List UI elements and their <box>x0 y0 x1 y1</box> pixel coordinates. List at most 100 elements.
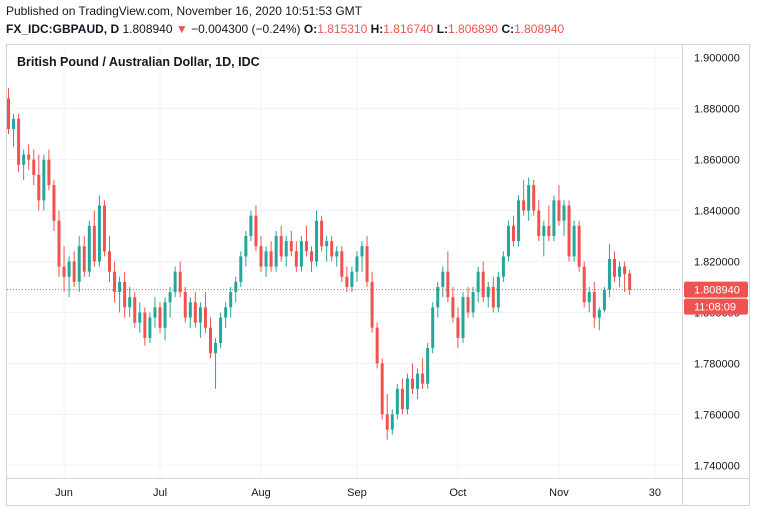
candle-body <box>264 251 268 267</box>
candle-body <box>421 373 425 384</box>
candle-body <box>461 297 465 338</box>
y-tick-label: 1.840000 <box>694 206 740 218</box>
candle <box>143 307 147 346</box>
candle-body <box>168 292 172 303</box>
y-tick-label: 1.820000 <box>694 257 740 269</box>
candle-body <box>143 312 147 338</box>
time-axis[interactable]: Jun Jul Aug Sep Oct Nov 30 <box>55 487 661 499</box>
candle-body <box>299 241 303 267</box>
candle-body <box>153 307 157 318</box>
candle <box>168 286 172 318</box>
candle-body <box>229 292 233 308</box>
candles <box>7 88 632 440</box>
candle <box>133 292 137 328</box>
candle-body <box>592 292 596 318</box>
candle <box>269 241 273 272</box>
candle-body <box>471 292 475 313</box>
candle <box>552 195 556 242</box>
candle <box>315 210 319 267</box>
candle-body <box>350 271 354 287</box>
x-tick-label: Jun <box>55 487 73 499</box>
candle-body <box>279 236 283 257</box>
candle <box>153 297 157 328</box>
low-label: L: <box>436 22 449 36</box>
candle <box>421 358 425 389</box>
countdown-badge-bg <box>684 298 748 315</box>
candle <box>385 393 389 440</box>
candle <box>340 246 344 282</box>
candle <box>592 281 596 328</box>
chart-frame[interactable] <box>6 44 750 506</box>
candle <box>400 378 404 415</box>
candle <box>426 343 430 389</box>
candle-body <box>52 185 56 221</box>
candle-body <box>12 118 16 130</box>
candle-body <box>259 246 263 267</box>
candle <box>557 185 561 226</box>
candle-body <box>375 327 379 364</box>
candle-body <box>370 281 374 328</box>
chart-legend: British Pound / Australian Dollar, 1D, I… <box>15 54 262 70</box>
candle <box>501 251 505 282</box>
candle <box>587 286 591 313</box>
candle <box>436 281 440 318</box>
candle-body <box>390 414 394 430</box>
candle <box>325 236 329 262</box>
candle <box>532 179 536 216</box>
candle-body <box>188 302 192 318</box>
candle <box>294 241 298 272</box>
candle <box>214 337 218 389</box>
quote-line: FX_IDC:GBPAUD, D 1.808940 ▼ −0.004300 (−… <box>6 22 564 36</box>
candle <box>355 251 359 282</box>
candle <box>517 195 521 247</box>
candle-body <box>496 276 500 308</box>
candle <box>512 215 515 247</box>
candle-body <box>320 220 324 247</box>
candle <box>395 383 399 420</box>
candle-body <box>380 363 384 415</box>
candle <box>491 276 495 313</box>
candle <box>128 286 132 318</box>
candle-body <box>158 307 162 328</box>
candle-body <box>72 261 76 282</box>
candle-body <box>163 302 167 328</box>
candle <box>345 266 349 293</box>
candle-body <box>340 251 344 277</box>
candle-body <box>345 276 349 287</box>
candle-body <box>557 200 561 221</box>
candle-body <box>527 185 531 211</box>
candle-body <box>254 215 258 247</box>
candle <box>310 246 313 272</box>
candle <box>466 286 470 318</box>
candle <box>451 286 455 323</box>
candle-body <box>234 281 238 293</box>
price-axis[interactable]: 1.900000 1.880000 1.860000 1.840000 1.820000… <box>694 53 740 473</box>
candle-body <box>506 225 510 257</box>
candle-body <box>355 256 359 272</box>
candle <box>67 256 71 298</box>
candle <box>431 302 435 354</box>
candle <box>547 205 551 242</box>
candle-body <box>466 297 470 313</box>
candle <box>299 236 303 272</box>
candle-body <box>567 205 571 257</box>
candle <box>249 210 253 242</box>
candle-body <box>77 246 81 282</box>
candle <box>289 230 293 257</box>
candle <box>37 154 41 211</box>
candle <box>97 195 101 267</box>
candle <box>375 322 379 369</box>
candle <box>527 177 531 221</box>
candle <box>52 179 56 231</box>
price-badge-bg <box>684 281 748 298</box>
candle-body <box>22 154 26 165</box>
candle-body <box>138 312 142 323</box>
candle <box>279 225 283 262</box>
candle-body <box>57 220 61 267</box>
candle <box>87 220 91 277</box>
candle-body <box>269 251 273 267</box>
x-tick-label: Aug <box>251 487 271 499</box>
candle <box>390 409 394 435</box>
candle <box>405 373 409 415</box>
